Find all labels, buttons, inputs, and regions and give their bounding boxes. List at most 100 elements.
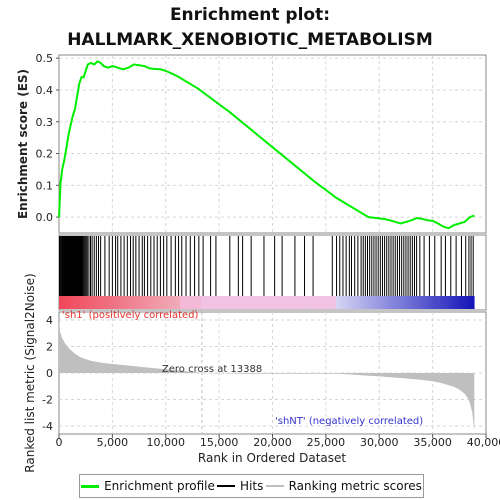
heatbar-segment bbox=[152, 296, 157, 309]
heatbar-segment bbox=[446, 296, 451, 309]
heatbar-segment bbox=[287, 296, 292, 309]
heatbar-segment bbox=[173, 296, 177, 309]
legend: Enrichment profile Hits Ranking metric s… bbox=[79, 474, 424, 498]
heatbar-segment bbox=[93, 296, 98, 309]
heatbar-segment bbox=[370, 296, 375, 309]
heatbar-segment bbox=[242, 296, 247, 309]
heatbar-segment bbox=[394, 296, 399, 309]
heatbar-segment bbox=[380, 296, 385, 309]
heatbar-segment bbox=[65, 296, 70, 309]
heatbar-segment bbox=[124, 296, 129, 309]
heatbar-segment bbox=[277, 296, 281, 309]
x-tick-label: 25,000 bbox=[307, 436, 346, 449]
x-tick-label: 0 bbox=[56, 436, 63, 449]
heatbar-segment bbox=[280, 296, 285, 309]
heatbar-segment bbox=[214, 296, 219, 309]
heatbar-segment bbox=[384, 296, 389, 309]
heatbar-segment bbox=[290, 296, 295, 309]
heatbar-segment bbox=[463, 296, 468, 309]
metric-tick-label: -4 bbox=[42, 420, 53, 433]
heatbar-segment bbox=[204, 296, 209, 309]
legend-swatch-enrichment bbox=[81, 484, 100, 488]
heatbar-segment bbox=[353, 296, 357, 309]
negative-correlation-label: 'shNT' (negatively correlated) bbox=[275, 416, 423, 427]
heatbar-segment bbox=[318, 296, 323, 309]
es-tick-label: 0.2 bbox=[36, 148, 54, 161]
ranking-metric-area bbox=[59, 321, 475, 432]
heatbar-segment bbox=[235, 296, 240, 309]
x-tick-label: 20,000 bbox=[253, 436, 292, 449]
heatbar-segment bbox=[218, 296, 222, 309]
heatbar-segment bbox=[436, 296, 440, 309]
heatbar-segment bbox=[273, 296, 278, 309]
heatbar-segment bbox=[90, 296, 94, 309]
heatbar-segment bbox=[408, 296, 413, 309]
heatbar-segment bbox=[79, 296, 84, 309]
hits-panel bbox=[58, 234, 487, 311]
heatbar-segment bbox=[360, 296, 364, 309]
legend-label-enrichment: Enrichment profile bbox=[104, 479, 215, 493]
heatbar-segment bbox=[456, 296, 461, 309]
heatbar-segment bbox=[162, 296, 167, 309]
heatbar-segment bbox=[328, 296, 333, 309]
heatbar-segment bbox=[187, 296, 191, 309]
heatbar-segment bbox=[411, 296, 416, 309]
legend-label-hits: Hits bbox=[240, 479, 264, 493]
heatbar-segment bbox=[138, 296, 143, 309]
x-tick-label: 35,000 bbox=[413, 436, 452, 449]
heatbar-segment bbox=[377, 296, 382, 309]
heatbar-segment bbox=[297, 296, 302, 309]
heatbar-segment bbox=[176, 296, 181, 309]
heatbar-segment bbox=[166, 296, 171, 309]
heatbar-segment bbox=[193, 296, 198, 309]
heatbar-segment bbox=[62, 296, 67, 309]
heatbar-segment bbox=[169, 296, 174, 309]
heatbar-segment bbox=[391, 296, 395, 309]
legend-label-metric: Ranking metric scores bbox=[288, 479, 422, 493]
heatbar-segment bbox=[453, 296, 458, 309]
heatbar-segment bbox=[387, 296, 392, 309]
metric-tick-label: 2 bbox=[46, 340, 53, 353]
es-tick-label: 0.3 bbox=[36, 116, 54, 129]
heatbar-segment bbox=[207, 296, 212, 309]
heatbar-segment bbox=[346, 296, 350, 309]
metric-tick-label: 0 bbox=[46, 367, 53, 380]
heatbar-segment bbox=[450, 296, 454, 309]
heatbar-segment bbox=[155, 296, 160, 309]
heatbar-segment bbox=[72, 296, 77, 309]
heatbar-segment bbox=[76, 296, 81, 309]
zero-cross-label: Zero cross at 13388 bbox=[162, 364, 262, 375]
metric-y-axis-label: Ranked list metric (Signal2Noise) bbox=[23, 273, 37, 472]
heatbar-segment bbox=[86, 296, 91, 309]
metric-panel: Zero cross at 13388 'sh1' (positively co… bbox=[23, 273, 500, 472]
heatbar-segment bbox=[121, 296, 126, 309]
hits-panel-frame bbox=[58, 234, 487, 311]
heatbar-segment bbox=[221, 296, 226, 309]
x-tick-label: 5,000 bbox=[97, 436, 129, 449]
x-tick-label: 10,000 bbox=[147, 436, 186, 449]
heatbar-segment bbox=[135, 296, 139, 309]
positive-correlation-label: 'sh1' (positively correlated) bbox=[62, 310, 199, 321]
legend-item-metric: Ranking metric scores bbox=[265, 479, 422, 493]
heatbar-segment bbox=[83, 296, 87, 309]
heatbar-segment bbox=[249, 296, 254, 309]
heatbar-segment bbox=[256, 296, 261, 309]
heatbar-segment bbox=[145, 296, 150, 309]
legend-swatch-hits bbox=[217, 485, 236, 487]
heatbar-segment bbox=[180, 296, 184, 309]
heatbar-segment bbox=[110, 296, 115, 309]
x-tick-label: 15,000 bbox=[200, 436, 239, 449]
heatbar-segment bbox=[232, 296, 236, 309]
heatbar-segment bbox=[315, 296, 319, 309]
heatbar-segment bbox=[128, 296, 132, 309]
heatbar-segment bbox=[339, 296, 344, 309]
heatbar-segment bbox=[301, 296, 305, 309]
es-tick-label: 0.5 bbox=[36, 52, 54, 65]
heatbar-segment bbox=[107, 296, 112, 309]
heatbar-segment bbox=[69, 296, 74, 309]
heatbar-segment bbox=[294, 296, 299, 309]
heatbar-segment bbox=[304, 296, 309, 309]
heatbar-segment bbox=[225, 296, 229, 309]
heatbar-segment bbox=[190, 296, 195, 309]
heatbar-segment bbox=[252, 296, 257, 309]
